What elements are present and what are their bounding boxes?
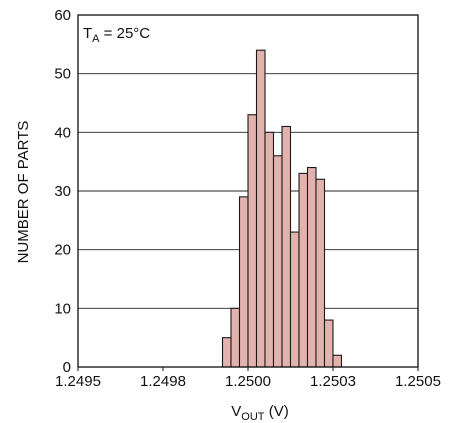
y-axis-title: NUMBER OF PARTS xyxy=(15,121,32,264)
x-tick-label: 1.2500 xyxy=(225,373,271,390)
y-tick-label: 50 xyxy=(54,66,71,83)
y-tick-label: 10 xyxy=(54,300,71,317)
y-tick-label: 30 xyxy=(54,183,71,200)
histogram-bar xyxy=(332,354,343,368)
histogram-bar xyxy=(323,319,334,368)
histogram-bar xyxy=(247,114,258,368)
histogram-bars xyxy=(221,49,343,368)
histogram-bar xyxy=(230,307,241,368)
histogram-bar xyxy=(315,178,326,368)
histogram-bar xyxy=(306,166,317,368)
temperature-annotation: TA = 25°C xyxy=(83,25,150,45)
x-tick-label: 1.2505 xyxy=(395,373,441,390)
histogram-bar xyxy=(255,49,266,368)
histogram-bar xyxy=(298,172,309,368)
y-axis-ticks: 0 10 20 30 40 50 60 xyxy=(54,7,71,376)
y-tick-label: 20 xyxy=(54,242,71,259)
x-axis-ticks: 1.2495 1.2498 1.2500 1.2503 1.2505 xyxy=(55,367,441,390)
histogram-bar xyxy=(272,155,283,368)
histogram-bar xyxy=(238,196,249,368)
y-tick-label: 60 xyxy=(54,7,71,24)
x-tick-label: 1.2503 xyxy=(310,373,356,390)
y-tick-label: 40 xyxy=(54,124,71,141)
x-tick-label: 1.2498 xyxy=(140,373,186,390)
y-tick-label: 0 xyxy=(63,359,71,376)
x-axis-title: VOUT (V) xyxy=(231,403,288,423)
histogram-bar xyxy=(281,125,292,368)
histogram-bar xyxy=(289,231,300,368)
histogram-bar xyxy=(264,131,275,368)
x-tick-label: 1.2495 xyxy=(55,373,101,390)
histogram-bar xyxy=(221,337,232,368)
